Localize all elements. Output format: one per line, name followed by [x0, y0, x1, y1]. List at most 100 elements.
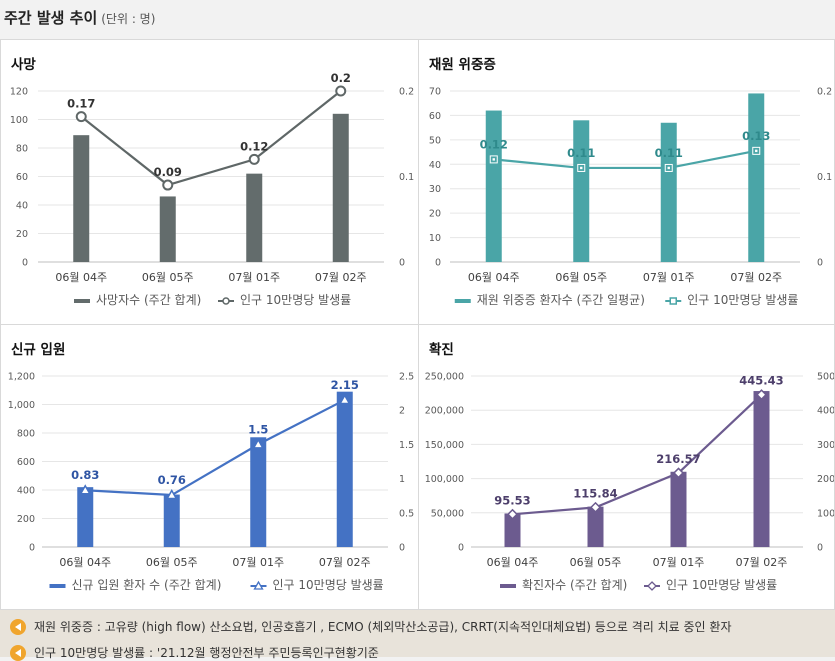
data-label: 0.2 [331, 71, 351, 85]
y-tick-label: 30 [429, 184, 441, 195]
y2-tick-label: 0.2 [399, 87, 414, 98]
data-label: 1.5 [248, 422, 268, 436]
y2-tick-label: 300 [817, 440, 834, 451]
series-line [85, 398, 346, 497]
line-point [162, 179, 174, 191]
legend: 신규 입원 환자 수 (주간 합계) 인구 10만명당 발생률 [49, 578, 384, 592]
x-tick-label: 06월 05주 [555, 271, 607, 284]
y-tick-label: 20 [16, 229, 28, 240]
data-label: 0.12 [480, 137, 508, 151]
bar [246, 173, 263, 262]
y-tick-label: 600 [17, 457, 35, 468]
chart-title: 신규 입원 [11, 342, 66, 358]
x-tick-label: 06월 05주 [142, 271, 194, 284]
y2-tick-label: 200 [817, 474, 834, 485]
data-label: 0.11 [567, 146, 595, 160]
legend: 확진자수 (주간 합계) 인구 10만명당 발생률 [500, 578, 777, 592]
y2-tick-label: 0.5 [399, 508, 414, 519]
line-point [75, 111, 87, 123]
x-tick-label: 07월 01주 [643, 271, 695, 284]
y-tick-label: 60 [16, 172, 28, 183]
y-tick-label: 200 [17, 514, 35, 525]
bar [748, 93, 765, 262]
hospitalized-chart-panel: 신규 입원 0 200 400 600 800 1,000 1,200 0 0.5 1 1.5 2 2.… [0, 324, 419, 610]
y-tick-label: 50,000 [431, 508, 464, 519]
y-tick-label: 20 [429, 209, 441, 220]
chart-title: 확진 [429, 342, 454, 358]
y-tick-label: 800 [17, 429, 35, 440]
x-tick-label: 07월 02주 [736, 556, 788, 569]
y2-tick-label: 0 [817, 543, 823, 554]
line-point-center [755, 149, 758, 153]
y2-tick-label: 500 [817, 372, 834, 383]
x-tick-label: 07월 01주 [228, 271, 280, 284]
legend-bar-label: 사망자수 (주간 합계) [96, 293, 201, 307]
y-tick-label: 40 [16, 201, 28, 212]
bar [670, 471, 687, 547]
bar [753, 391, 770, 547]
bar [660, 122, 677, 262]
y2-tick-label: 2 [399, 406, 405, 417]
y2-tick-label: 0 [399, 258, 405, 269]
y2-tick-label: 0.2 [817, 87, 832, 98]
legend-marker [669, 297, 677, 305]
bar [332, 113, 349, 262]
y-tick-label: 200,000 [425, 406, 464, 417]
y2-tick-label: 100 [817, 508, 834, 519]
line-point [589, 501, 602, 513]
y-tick-label: 60 [429, 111, 441, 122]
x-tick-label: 07월 01주 [232, 556, 284, 569]
legend-bar-swatch [500, 584, 516, 588]
y-tick-label: 50 [429, 135, 441, 146]
line-point [755, 389, 768, 401]
y2-tick-label: 0 [817, 258, 823, 269]
x-tick-label: 06월 04주 [55, 271, 107, 284]
y-tick-label: 100,000 [425, 474, 464, 485]
bar [73, 135, 90, 262]
footnote-critical: 재원 위중증 : 고유량 (high flow) 산소요법, 인공호흡기 , E… [10, 618, 731, 635]
line-point [335, 85, 347, 97]
line-point [165, 488, 178, 500]
y-tick-label: 250,000 [425, 372, 464, 383]
y2-tick-label: 0 [399, 543, 405, 554]
legend-bar-label: 확진자수 (주간 합계) [522, 578, 627, 592]
line-point [248, 153, 260, 165]
line-point-center [492, 158, 495, 161]
legend-line-label: 인구 10만명당 발생률 [666, 578, 777, 592]
deaths-chart: 0 20 40 60 80 100 120 0 0.1 0.2 06월 04주 06월 05주 07월 … [10, 71, 414, 307]
y-tick-label: 100 [10, 115, 28, 126]
bar [504, 513, 521, 547]
data-label: 0.76 [158, 473, 186, 487]
legend-marker [222, 297, 230, 305]
data-label: 0.11 [655, 146, 683, 160]
series-line [80, 90, 342, 187]
data-label: 95.53 [494, 493, 530, 507]
y-tick-label: 120 [10, 87, 28, 98]
bar [573, 120, 590, 262]
x-tick-label: 06월 04주 [468, 271, 520, 284]
confirmed-chart: 0 50,000 100,000 150,000 200,000 250,000 0 100 2… [425, 372, 834, 593]
line-point [672, 467, 685, 479]
x-tick-label: 07월 02주 [315, 271, 367, 284]
bar [587, 506, 604, 547]
y-tick-label: 0 [29, 543, 35, 554]
data-label: 216.57 [656, 452, 700, 466]
data-label: 2.15 [331, 378, 359, 392]
series-line [493, 149, 757, 170]
bar [250, 437, 267, 547]
legend-marker [647, 581, 657, 591]
line-point-center [667, 166, 670, 170]
bar [336, 391, 353, 547]
line-point [506, 508, 519, 520]
footnote-rate: 인구 10만명당 발생률 : '21.12월 행정안전부 주민등록인구현황기준 [10, 644, 379, 661]
legend-line-label: 인구 10만명당 발생률 [687, 293, 798, 307]
data-label: 115.84 [573, 486, 617, 500]
data-label: 0.12 [240, 139, 268, 153]
y-tick-label: 400 [17, 486, 35, 497]
x-tick-label: 06월 04주 [487, 556, 539, 569]
confirmed-chart-panel: 확진 0 50,000 100,000 150,000 200,000 250,000 0 1… [418, 324, 835, 610]
y-tick-label: 150,000 [425, 440, 464, 451]
y-tick-label: 40 [429, 160, 441, 171]
critical-chart: 0 10 20 30 40 50 60 70 0 0.1 0.2 06월 04주 06월 05주 07월 … [429, 87, 832, 308]
bar [485, 110, 502, 263]
